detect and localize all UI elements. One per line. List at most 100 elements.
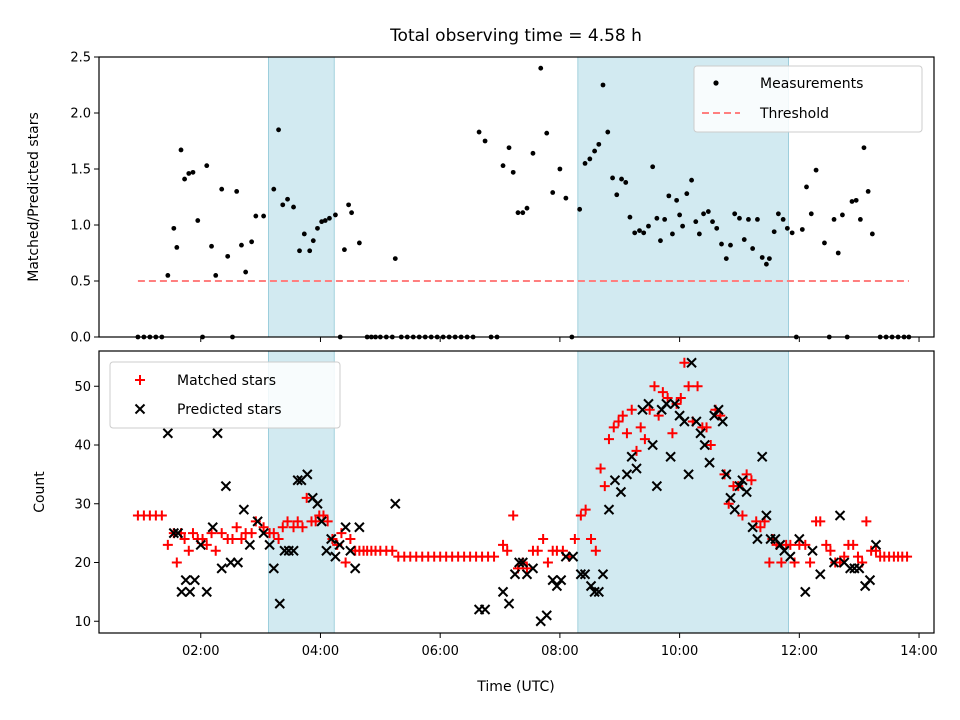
matched-star-marker: [268, 528, 279, 539]
predicted-star-marker: [238, 504, 250, 515]
predicted-star-marker: [729, 504, 740, 515]
matched-star-marker: [683, 381, 694, 392]
predicted-star-marker: [334, 539, 345, 551]
measurement-point: [500, 163, 506, 169]
matched-star-marker: [667, 428, 678, 439]
panel-count: 10 20 30 40 50 02:00 04:00 06:00 08:00 10:00 12:00…: [74, 350, 938, 659]
y-tick-label: 1.0: [70, 219, 91, 234]
matched-star-marker: [216, 528, 227, 539]
measurement-point: [689, 177, 694, 183]
measurement-point: [808, 211, 814, 217]
predicted-star-marker: [575, 569, 587, 580]
legend-box: [109, 361, 341, 429]
matched-star-marker: [621, 428, 632, 439]
predicted-star-marker: [683, 469, 694, 480]
predicted-star-marker: [168, 527, 180, 539]
predicted-star-marker: [699, 439, 710, 451]
matched-star-marker: [741, 469, 752, 480]
predicted-star-marker: [201, 586, 212, 598]
predicted-star-marker: [390, 498, 401, 509]
predicted-star-marker: [686, 357, 697, 368]
measurement-point: [614, 192, 620, 198]
measurement-point: [610, 175, 615, 181]
predicted-star-marker: [279, 545, 290, 556]
matched-star-marker: [231, 522, 242, 533]
predicted-star-marker: [180, 574, 191, 586]
matched-star-marker: [902, 551, 913, 562]
matched-star-marker: [502, 545, 513, 556]
predicted-star-marker: [244, 539, 256, 551]
observing-interval-shade: [577, 350, 789, 634]
legend-matched-marker: [135, 375, 145, 385]
measurement-point: [596, 141, 602, 147]
measurement-point: [701, 211, 706, 217]
predicted-star-marker: [184, 586, 196, 598]
matched-star-marker: [580, 504, 591, 515]
measurement-point: [766, 256, 772, 261]
legend-predicted-marker: [134, 403, 146, 415]
measurement-point: [637, 228, 642, 234]
measurement-point: [680, 223, 686, 229]
predicted-star-marker: [621, 469, 633, 480]
matched-star-marker: [608, 422, 619, 433]
predicted-star-marker: [593, 586, 605, 598]
predicted-star-marker: [326, 533, 337, 545]
predicted-star-marker: [585, 580, 597, 592]
matched-star-marker: [839, 551, 850, 562]
predicted-star-marker: [162, 428, 174, 439]
measurement-point: [301, 231, 307, 237]
x-tick-label: 10:00: [661, 644, 698, 659]
measurement-point: [755, 217, 760, 222]
measurement-point: [171, 225, 177, 231]
matched-star-marker: [542, 557, 553, 568]
matched-star-marker: [789, 557, 800, 568]
measurement-point: [822, 240, 827, 246]
measurement-point: [249, 239, 255, 245]
matched-star-marker: [246, 528, 257, 539]
predicted-star-marker: [828, 557, 840, 568]
matched-star-marker: [631, 445, 642, 456]
measurement-point: [759, 255, 765, 260]
x-tick-label: 08:00: [541, 644, 578, 659]
predicted-star-marker: [503, 598, 515, 609]
measurement-point: [213, 273, 219, 278]
measurement-point: [587, 156, 593, 162]
measurement-point: [732, 211, 738, 217]
predicted-star-marker: [661, 398, 672, 410]
predicted-star-marker: [761, 510, 772, 521]
predicted-star-marker: [551, 580, 563, 592]
matched-star-marker: [764, 557, 775, 568]
predicted-star-marker: [615, 486, 627, 498]
predicted-star-marker: [302, 469, 313, 480]
panel-ratio: 0.0 0.5 1.0 1.5 2.0 2.5 Measurements Threshold: [70, 51, 935, 346]
measurement-point: [592, 148, 598, 154]
predicted-star-marker: [870, 539, 882, 551]
matched-star-marker: [322, 516, 333, 527]
y-tick-label: 10: [74, 615, 91, 630]
predicted-star-marker: [207, 522, 218, 533]
matched-star-marker: [156, 510, 167, 521]
predicted-star-marker: [220, 480, 232, 492]
predicted-star-marker: [815, 569, 826, 580]
matched-star-marker: [569, 534, 580, 544]
matched-star-marker: [815, 516, 826, 527]
measurement-point: [693, 219, 699, 225]
matched-star-marker: [599, 481, 610, 492]
measurement-point: [831, 217, 837, 222]
legend-label: Matched stars: [177, 373, 276, 389]
matched-star-marker: [719, 469, 730, 480]
predicted-star-marker: [517, 557, 528, 568]
matched-star-marker: [679, 357, 690, 368]
matched-star-marker: [171, 557, 182, 568]
measurement-point: [563, 195, 569, 201]
measurement-point: [799, 227, 805, 232]
matched-star-marker: [692, 381, 703, 392]
matched-star-marker: [183, 545, 194, 556]
measurement-point: [623, 180, 629, 185]
measurement-point: [605, 129, 611, 135]
measurement-point: [764, 261, 769, 267]
plot-frame: [98, 350, 935, 634]
predicted-star-marker: [349, 563, 361, 574]
measurement-point: [219, 186, 225, 192]
measurement-point: [243, 269, 249, 275]
